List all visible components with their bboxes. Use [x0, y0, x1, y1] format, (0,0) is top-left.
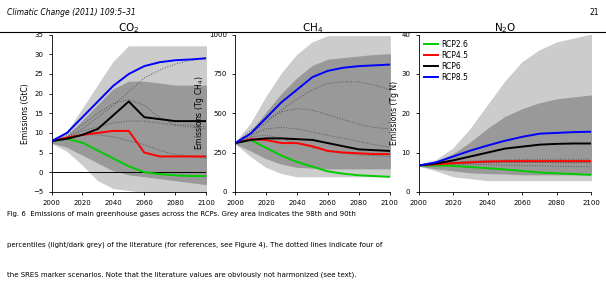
Y-axis label: Emissions (Tg N): Emissions (Tg N)	[390, 81, 399, 145]
Y-axis label: Emissions (Tg CH$_4$): Emissions (Tg CH$_4$)	[193, 76, 206, 150]
Title: CH$_4$: CH$_4$	[302, 21, 323, 35]
Title: N$_2$O: N$_2$O	[494, 21, 516, 35]
Title: CO$_2$: CO$_2$	[118, 21, 139, 35]
Y-axis label: Emissions (GtC): Emissions (GtC)	[21, 83, 30, 144]
Text: the SRES marker scenarios. Note that the literature values are obviously not har: the SRES marker scenarios. Note that the…	[7, 272, 357, 278]
Text: Fig. 6  Emissions of main greenhouse gases across the RCPs. Grey area indicates : Fig. 6 Emissions of main greenhouse gase…	[7, 211, 356, 217]
Text: percentiles (light/dark grey) of the literature (for references, see Figure 4). : percentiles (light/dark grey) of the lit…	[7, 242, 382, 248]
Legend: RCP2.6, RCP4.5, RCP6, RCP8.5: RCP2.6, RCP4.5, RCP6, RCP8.5	[422, 39, 470, 83]
Text: Climatic Change (2011) 109:5–31: Climatic Change (2011) 109:5–31	[7, 8, 136, 17]
Text: 21: 21	[589, 8, 599, 17]
